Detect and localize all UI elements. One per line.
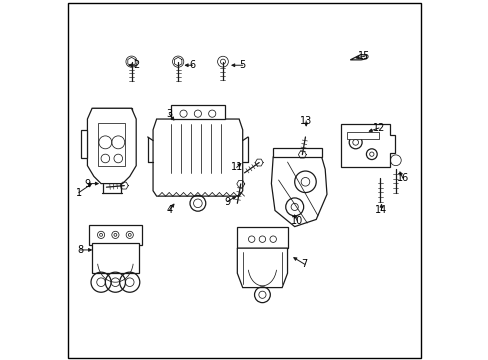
Text: 2: 2 — [133, 60, 139, 70]
Text: 12: 12 — [372, 123, 385, 133]
Text: 14: 14 — [375, 206, 387, 216]
Text: 16: 16 — [396, 173, 408, 183]
Text: 9: 9 — [224, 197, 230, 207]
Polygon shape — [81, 130, 87, 158]
Text: 8: 8 — [77, 245, 83, 255]
Text: 9: 9 — [84, 179, 90, 189]
Text: 13: 13 — [300, 116, 312, 126]
Polygon shape — [153, 119, 242, 196]
Bar — [346, 132, 378, 139]
Bar — [273, 148, 321, 157]
Text: 7: 7 — [301, 259, 307, 269]
Text: 6: 6 — [189, 60, 195, 70]
Text: 5: 5 — [239, 60, 245, 70]
Text: 11: 11 — [230, 162, 242, 172]
Bar — [237, 226, 287, 248]
Text: 4: 4 — [166, 206, 172, 216]
Text: 3: 3 — [166, 109, 172, 119]
Text: 15: 15 — [358, 51, 370, 61]
Polygon shape — [87, 108, 136, 184]
Bar — [92, 108, 131, 130]
Polygon shape — [237, 248, 287, 288]
Polygon shape — [271, 157, 326, 226]
Bar — [92, 243, 139, 273]
Polygon shape — [341, 125, 394, 167]
Text: 10: 10 — [291, 216, 303, 226]
Text: 1: 1 — [76, 188, 81, 198]
Bar — [98, 123, 125, 166]
Polygon shape — [349, 54, 366, 60]
Bar — [88, 225, 142, 244]
Bar — [171, 105, 224, 119]
